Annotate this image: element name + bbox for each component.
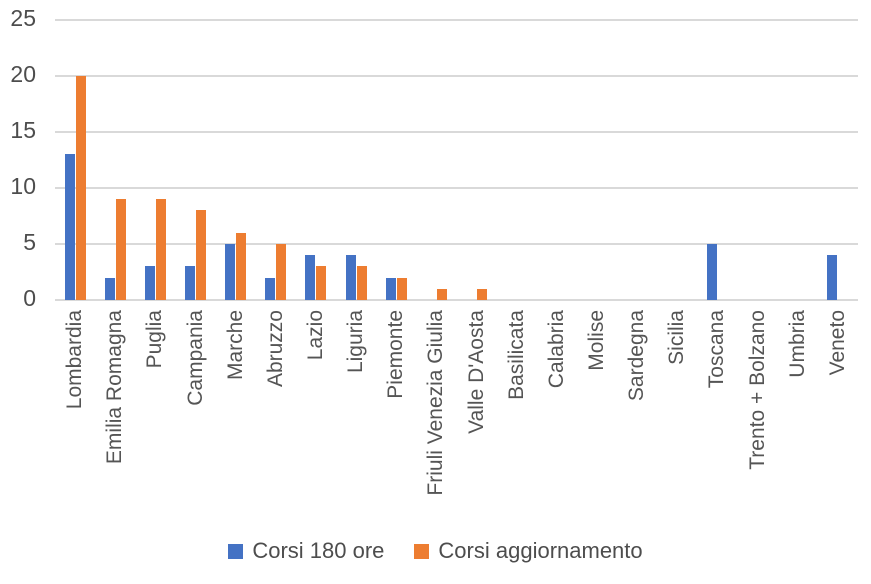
bar-corsi-aggiornamento <box>75 76 86 300</box>
bar-corsi-180-ore <box>305 255 316 300</box>
x-axis-label: Abruzzo <box>263 310 287 388</box>
bar-corsi-aggiornamento <box>436 288 447 300</box>
x-axis-label: Friuli Venezia Giulia <box>424 310 448 496</box>
x-axis-label: Calabria <box>544 310 568 389</box>
gridline <box>55 299 858 301</box>
legend-swatch-orange-icon <box>414 543 430 559</box>
bar-corsi-180-ore <box>144 266 155 300</box>
x-axis-label: Sicilia <box>665 310 689 365</box>
bar-corsi-aggiornamento <box>155 199 166 300</box>
gridline <box>55 75 858 77</box>
x-axis-label: Sardegna <box>625 310 649 402</box>
x-axis-label: Lazio <box>303 310 327 361</box>
x-axis-label: Lombardia <box>63 310 87 410</box>
x-axis-label: Trento + Bolzano <box>745 310 769 470</box>
x-axis-label: Veneto <box>825 310 849 376</box>
x-axis-label: Marche <box>223 310 247 381</box>
gridline <box>55 19 858 21</box>
y-tick-label: 25 <box>10 5 36 31</box>
bar-corsi-aggiornamento <box>396 277 407 300</box>
x-axis-label: Puglia <box>143 310 167 369</box>
x-axis-label: Liguria <box>344 310 368 374</box>
bar-corsi-aggiornamento <box>276 244 287 300</box>
bar-corsi-180-ore <box>104 277 115 300</box>
x-axis-label: Umbria <box>785 310 809 378</box>
legend-item-corsi-180-ore: Corsi 180 ore <box>228 538 384 564</box>
y-tick-label: 5 <box>23 229 36 255</box>
bar-corsi-aggiornamento <box>316 266 327 300</box>
x-axis-label: Molise <box>585 310 609 371</box>
gridline <box>55 243 858 245</box>
x-axis-label: Emilia Romagna <box>103 310 127 465</box>
bar-corsi-180-ore <box>385 277 396 300</box>
bar-corsi-aggiornamento <box>356 266 367 300</box>
legend-label: Corsi 180 ore <box>252 538 385 563</box>
x-axis-label: Campania <box>183 310 207 406</box>
bar-corsi-aggiornamento <box>477 288 488 300</box>
gridline <box>55 187 858 189</box>
bar-corsi-180-ore <box>64 154 75 300</box>
bar-corsi-aggiornamento <box>196 210 207 300</box>
bar-corsi-180-ore <box>345 255 356 300</box>
bar-corsi-180-ore <box>225 244 236 300</box>
bar-corsi-180-ore <box>827 255 838 300</box>
legend-label: Corsi aggiornamento <box>438 538 643 563</box>
bar-corsi-aggiornamento <box>236 232 247 300</box>
x-axis-label: Toscana <box>705 310 729 389</box>
y-tick-label: 15 <box>10 117 36 143</box>
x-axis-label: Piemonte <box>384 310 408 399</box>
legend: Corsi 180 ore Corsi aggiornamento <box>0 538 871 564</box>
legend-item-corsi-aggiornamento: Corsi aggiornamento <box>414 538 643 564</box>
x-axis-label: Valle D'Aosta <box>464 310 488 434</box>
y-tick-label: 20 <box>10 61 36 87</box>
x-axis-label: Basilicata <box>504 310 528 400</box>
legend-swatch-blue-icon <box>228 543 244 559</box>
y-tick-label: 0 <box>23 285 36 311</box>
gridline <box>55 131 858 133</box>
bar-corsi-180-ore <box>185 266 196 300</box>
bar-corsi-180-ore <box>706 244 717 300</box>
y-tick-label: 10 <box>10 173 36 199</box>
bar-corsi-180-ore <box>265 277 276 300</box>
bar-corsi-aggiornamento <box>115 199 126 300</box>
